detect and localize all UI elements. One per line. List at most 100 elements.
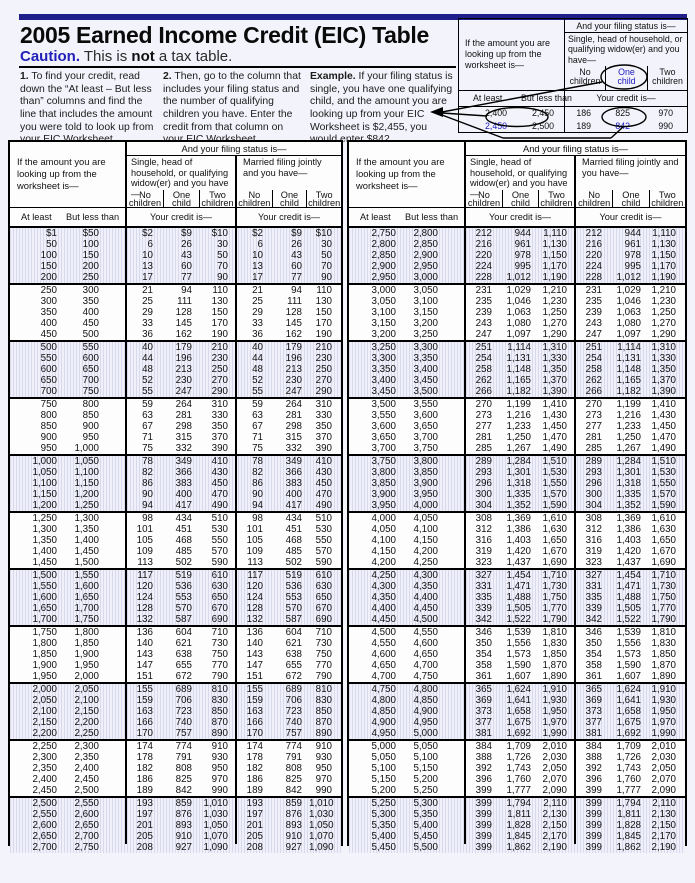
cell: 2,190: [651, 842, 676, 853]
table-row: 2,450 2,500 189 842 990: [459, 119, 687, 132]
at-least-label: At least: [360, 212, 391, 222]
cell: 4,050: [371, 524, 396, 535]
cell: 50: [321, 250, 332, 261]
cell: 1,730: [542, 581, 567, 592]
cell: 6: [257, 239, 263, 250]
cell: 354: [475, 649, 492, 660]
cell: 1,470: [542, 432, 567, 443]
cell: 1,800: [74, 627, 99, 638]
cell: 4,550: [371, 638, 396, 649]
row-group: 5,000 5,050 384 1,709 2,010 384 1,709 2,010 5,05…: [349, 739, 685, 796]
cell: 655: [285, 660, 302, 671]
cell: 94: [181, 285, 192, 296]
cell: 1,710: [542, 570, 567, 581]
cell: 893: [175, 820, 192, 831]
cell: 289: [585, 456, 602, 467]
cell: 1,488: [506, 592, 531, 603]
cell: 4,100: [371, 535, 396, 546]
cell: 2,900: [413, 250, 438, 261]
cell: 690: [315, 614, 332, 625]
row-group: 4,000 4,050 308 1,369 1,610 308 1,369 1,610 4,05…: [349, 511, 685, 568]
cell: 990: [658, 120, 673, 131]
cell: 361: [585, 671, 602, 682]
cell: 500: [40, 342, 57, 353]
cell: 757: [175, 728, 192, 739]
cell: 3,150: [371, 318, 396, 329]
cell: 120: [246, 581, 263, 592]
cell: 1,370: [542, 375, 567, 386]
table-row: 4,550 4,600 350 1,556 1,830 350 1,556 1,830: [349, 638, 685, 649]
cell: 373: [475, 706, 492, 717]
table-row: 2,850 2,900 220 978 1,150 220 978 1,150: [349, 250, 685, 261]
cell: 536: [285, 581, 302, 592]
cell: 349: [285, 456, 302, 467]
cell: 48: [142, 364, 153, 375]
cell: 1,199: [506, 399, 531, 410]
column-divider: [464, 142, 466, 844]
row-group: 1,000 1,050 78 349 410 78 349 410 1,050 1,100 82 36…: [10, 454, 341, 511]
cell: 519: [285, 570, 302, 581]
cell: 55: [252, 386, 263, 397]
cell: 1,267: [506, 443, 531, 454]
cell: 48: [252, 364, 263, 375]
cell: 600: [40, 364, 57, 375]
cell: $2: [142, 228, 153, 239]
cell: 1,600: [74, 581, 99, 592]
cell: 1,250: [651, 307, 676, 318]
cell: 470: [315, 489, 332, 500]
cell: 1,990: [542, 728, 567, 739]
cell: 1,550: [74, 570, 99, 581]
cell: 1,310: [651, 342, 676, 353]
cell: 1,090: [203, 842, 228, 853]
cell: 650: [315, 592, 332, 603]
cell: 950: [211, 763, 228, 774]
single-status-header: Single, head of household, or qualifying…: [131, 157, 229, 199]
cell: 1,610: [651, 513, 676, 524]
table-row: 3,050 3,100 235 1,046 1,230 235 1,046 1,230: [349, 296, 685, 307]
cell: 1,811: [507, 809, 531, 820]
cell: 5,000: [413, 728, 438, 739]
cell: 383: [175, 478, 192, 489]
cell: 251: [475, 342, 492, 353]
cell: 90: [217, 272, 228, 283]
col-one-child: One child: [502, 190, 538, 208]
row-group: 4,750 4,800 365 1,624 1,910 365 1,624 1,910 4,80…: [349, 682, 685, 739]
cell: 293: [585, 467, 602, 478]
cell: 1,471: [616, 581, 641, 592]
cell: 3,600: [371, 421, 396, 432]
cell: 98: [252, 513, 263, 524]
cell: 327: [585, 570, 602, 581]
cell: 600: [82, 353, 99, 364]
cell: 182: [136, 763, 153, 774]
cell: 4,500: [413, 614, 438, 625]
cell: 730: [315, 638, 332, 649]
cell: 434: [175, 513, 192, 524]
cell: 262: [475, 375, 492, 386]
cell: 296: [475, 478, 492, 489]
cell: 990: [211, 785, 228, 796]
cell: 730: [211, 638, 228, 649]
column-labels-row: At least But less than Your credit is— Y…: [10, 207, 341, 227]
cell: 1,350: [651, 364, 676, 375]
cell: 390: [211, 443, 228, 454]
cell: 250: [40, 285, 57, 296]
cell: 270: [211, 375, 228, 386]
your-credit-label: Your credit is—: [150, 212, 212, 222]
cell: 327: [475, 570, 492, 581]
cell: 650: [211, 592, 228, 603]
table-row: 350 400 29 128 150 29 128 150: [10, 307, 341, 318]
cell: 1,352: [616, 500, 641, 511]
table-row: 450 500 36 162 190 36 162 190: [10, 329, 341, 340]
cell: 1,050: [203, 820, 228, 831]
table-row: 2,150 2,200 166 740 870 166 740 870: [10, 717, 341, 728]
cell: 381: [475, 728, 492, 739]
table-row: 300 350 25 111 130 25 111 130: [10, 296, 341, 307]
cell: 670: [315, 603, 332, 614]
table-row: 3,000 3,050 231 1,029 1,210 231 1,029 1,210: [349, 285, 685, 296]
cell: 4,500: [371, 627, 396, 638]
cell: 1,650: [32, 603, 57, 614]
table-row: 3,400 3,450 262 1,165 1,370 262 1,165 1,370: [349, 375, 685, 386]
cell: 850: [315, 706, 332, 717]
table-row: 4,450 4,500 342 1,522 1,790 342 1,522 1,790: [349, 614, 685, 625]
cell: 1,777: [616, 785, 641, 796]
